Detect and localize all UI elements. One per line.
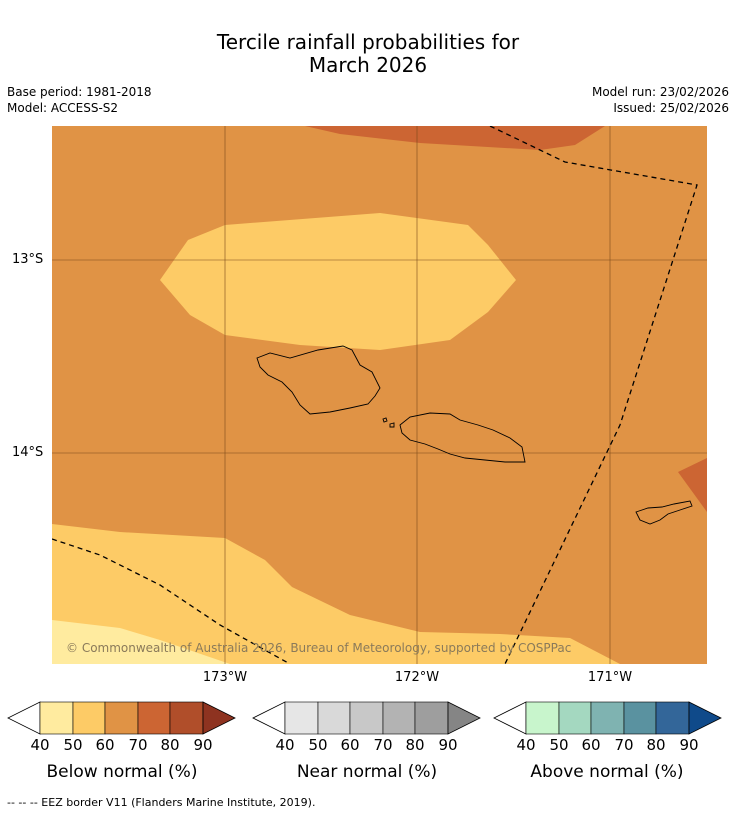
- below-tick-90: 90: [193, 736, 213, 754]
- near-tick-60: 60: [340, 736, 360, 754]
- below-tick-50: 50: [63, 736, 83, 754]
- meta-left: Base period: 1981-2018 Model: ACCESS-S2: [7, 84, 152, 116]
- lon-label-173w: 173°W: [202, 670, 248, 685]
- above-tick-90: 90: [679, 736, 699, 754]
- savaii-island: [256, 345, 381, 415]
- southwest-light-region: [52, 524, 620, 664]
- right-dark-region: [678, 458, 707, 512]
- issued-date: Issued: 25/02/2026: [613, 101, 729, 115]
- top-dark-region: [305, 126, 605, 150]
- islands: [256, 345, 693, 525]
- above-tick-50: 50: [549, 736, 569, 754]
- eez-footnote: -- -- -- EEZ border V11 (Flanders Marine…: [7, 796, 316, 809]
- model-name: Model: ACCESS-S2: [7, 101, 119, 115]
- lat-label-14s: 14°S: [12, 445, 44, 460]
- colorbar-near: [252, 701, 481, 735]
- title-line-2: March 2026: [308, 53, 428, 77]
- lon-label-172w: 172°W: [394, 670, 440, 685]
- below-tick-80: 80: [160, 736, 180, 754]
- tutuila-island: [635, 500, 693, 525]
- colorbar-below: [7, 701, 236, 735]
- below-normal-title: Below normal (%): [46, 762, 198, 782]
- near-tick-50: 50: [308, 736, 328, 754]
- copyright-notice: © Commonwealth of Australia 2026, Bureau…: [66, 641, 572, 655]
- near-tick-70: 70: [373, 736, 393, 754]
- apolima-island: [389, 422, 395, 428]
- above-tick-60: 60: [581, 736, 601, 754]
- above-tick-70: 70: [614, 736, 634, 754]
- map-area: [52, 126, 707, 664]
- near-tick-80: 80: [405, 736, 425, 754]
- upolu-island: [399, 412, 526, 463]
- near-tick-40: 40: [275, 736, 295, 754]
- near-normal-title: Near normal (%): [296, 762, 438, 782]
- central-light-region: [160, 213, 516, 350]
- model-run: Model run: 23/02/2026: [591, 85, 729, 99]
- colorbar-above: [493, 701, 722, 735]
- above-tick-40: 40: [516, 736, 536, 754]
- above-normal-title: Above normal (%): [530, 762, 684, 782]
- below-tick-70: 70: [128, 736, 148, 754]
- base-period: Base period: 1981-2018: [7, 85, 152, 99]
- gridlines: [52, 126, 707, 664]
- lon-label-171w: 171°W: [587, 670, 633, 685]
- below-tick-40: 40: [30, 736, 50, 754]
- manono-island: [382, 417, 388, 423]
- meta-right: Model run: 23/02/2026 Issued: 25/02/2026: [592, 84, 729, 116]
- eez-border: [52, 126, 698, 664]
- map-title: Tercile rainfall probabilities for March…: [0, 31, 736, 77]
- below-tick-60: 60: [95, 736, 115, 754]
- near-tick-90: 90: [438, 736, 458, 754]
- southwest-lightest-region: [52, 620, 230, 664]
- title-line-1: Tercile rainfall probabilities for: [216, 30, 520, 54]
- lat-label-13s: 13°S: [12, 252, 44, 267]
- above-tick-80: 80: [646, 736, 666, 754]
